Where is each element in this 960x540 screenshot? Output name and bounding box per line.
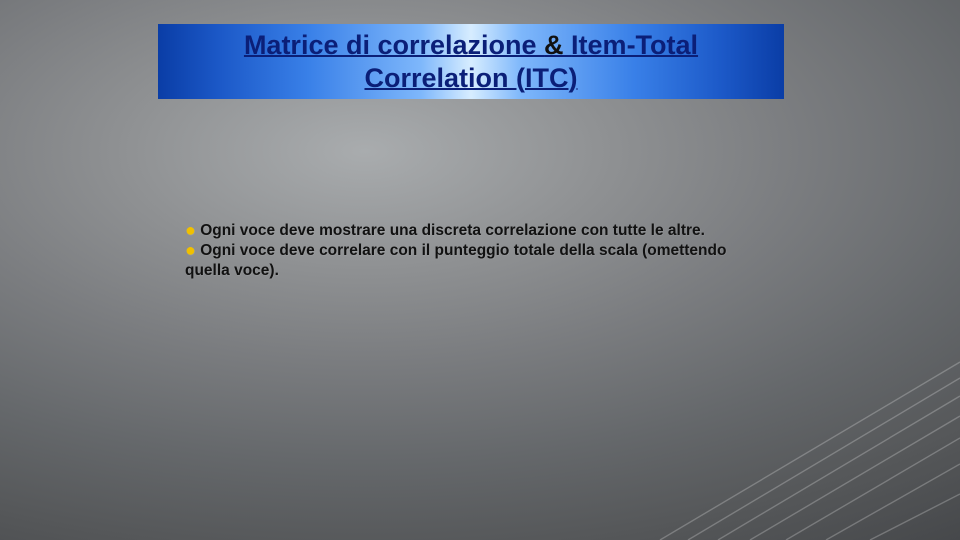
bullet-icon: ● [185, 220, 196, 240]
bullet-icon: ● [185, 240, 196, 260]
title-line2: Correlation (ITC) [364, 63, 577, 93]
decorative-lines [600, 300, 960, 540]
bullet-1: Ogni voce deve mostrare una discreta cor… [200, 222, 705, 239]
title-text: Matrice di correlazione & Item-Total Cor… [244, 29, 698, 94]
title-line1-rest: Item-Total [571, 30, 698, 60]
body-text: ● Ogni voce deve mostrare una discreta c… [185, 221, 759, 281]
title-banner: Matrice di correlazione & Item-Total Cor… [158, 24, 784, 99]
bullet-2: Ogni voce deve correlare con il punteggi… [185, 242, 726, 279]
title-ampersand: & [544, 30, 571, 60]
title-line1-prefix: Matrice di correlazione [244, 30, 544, 60]
